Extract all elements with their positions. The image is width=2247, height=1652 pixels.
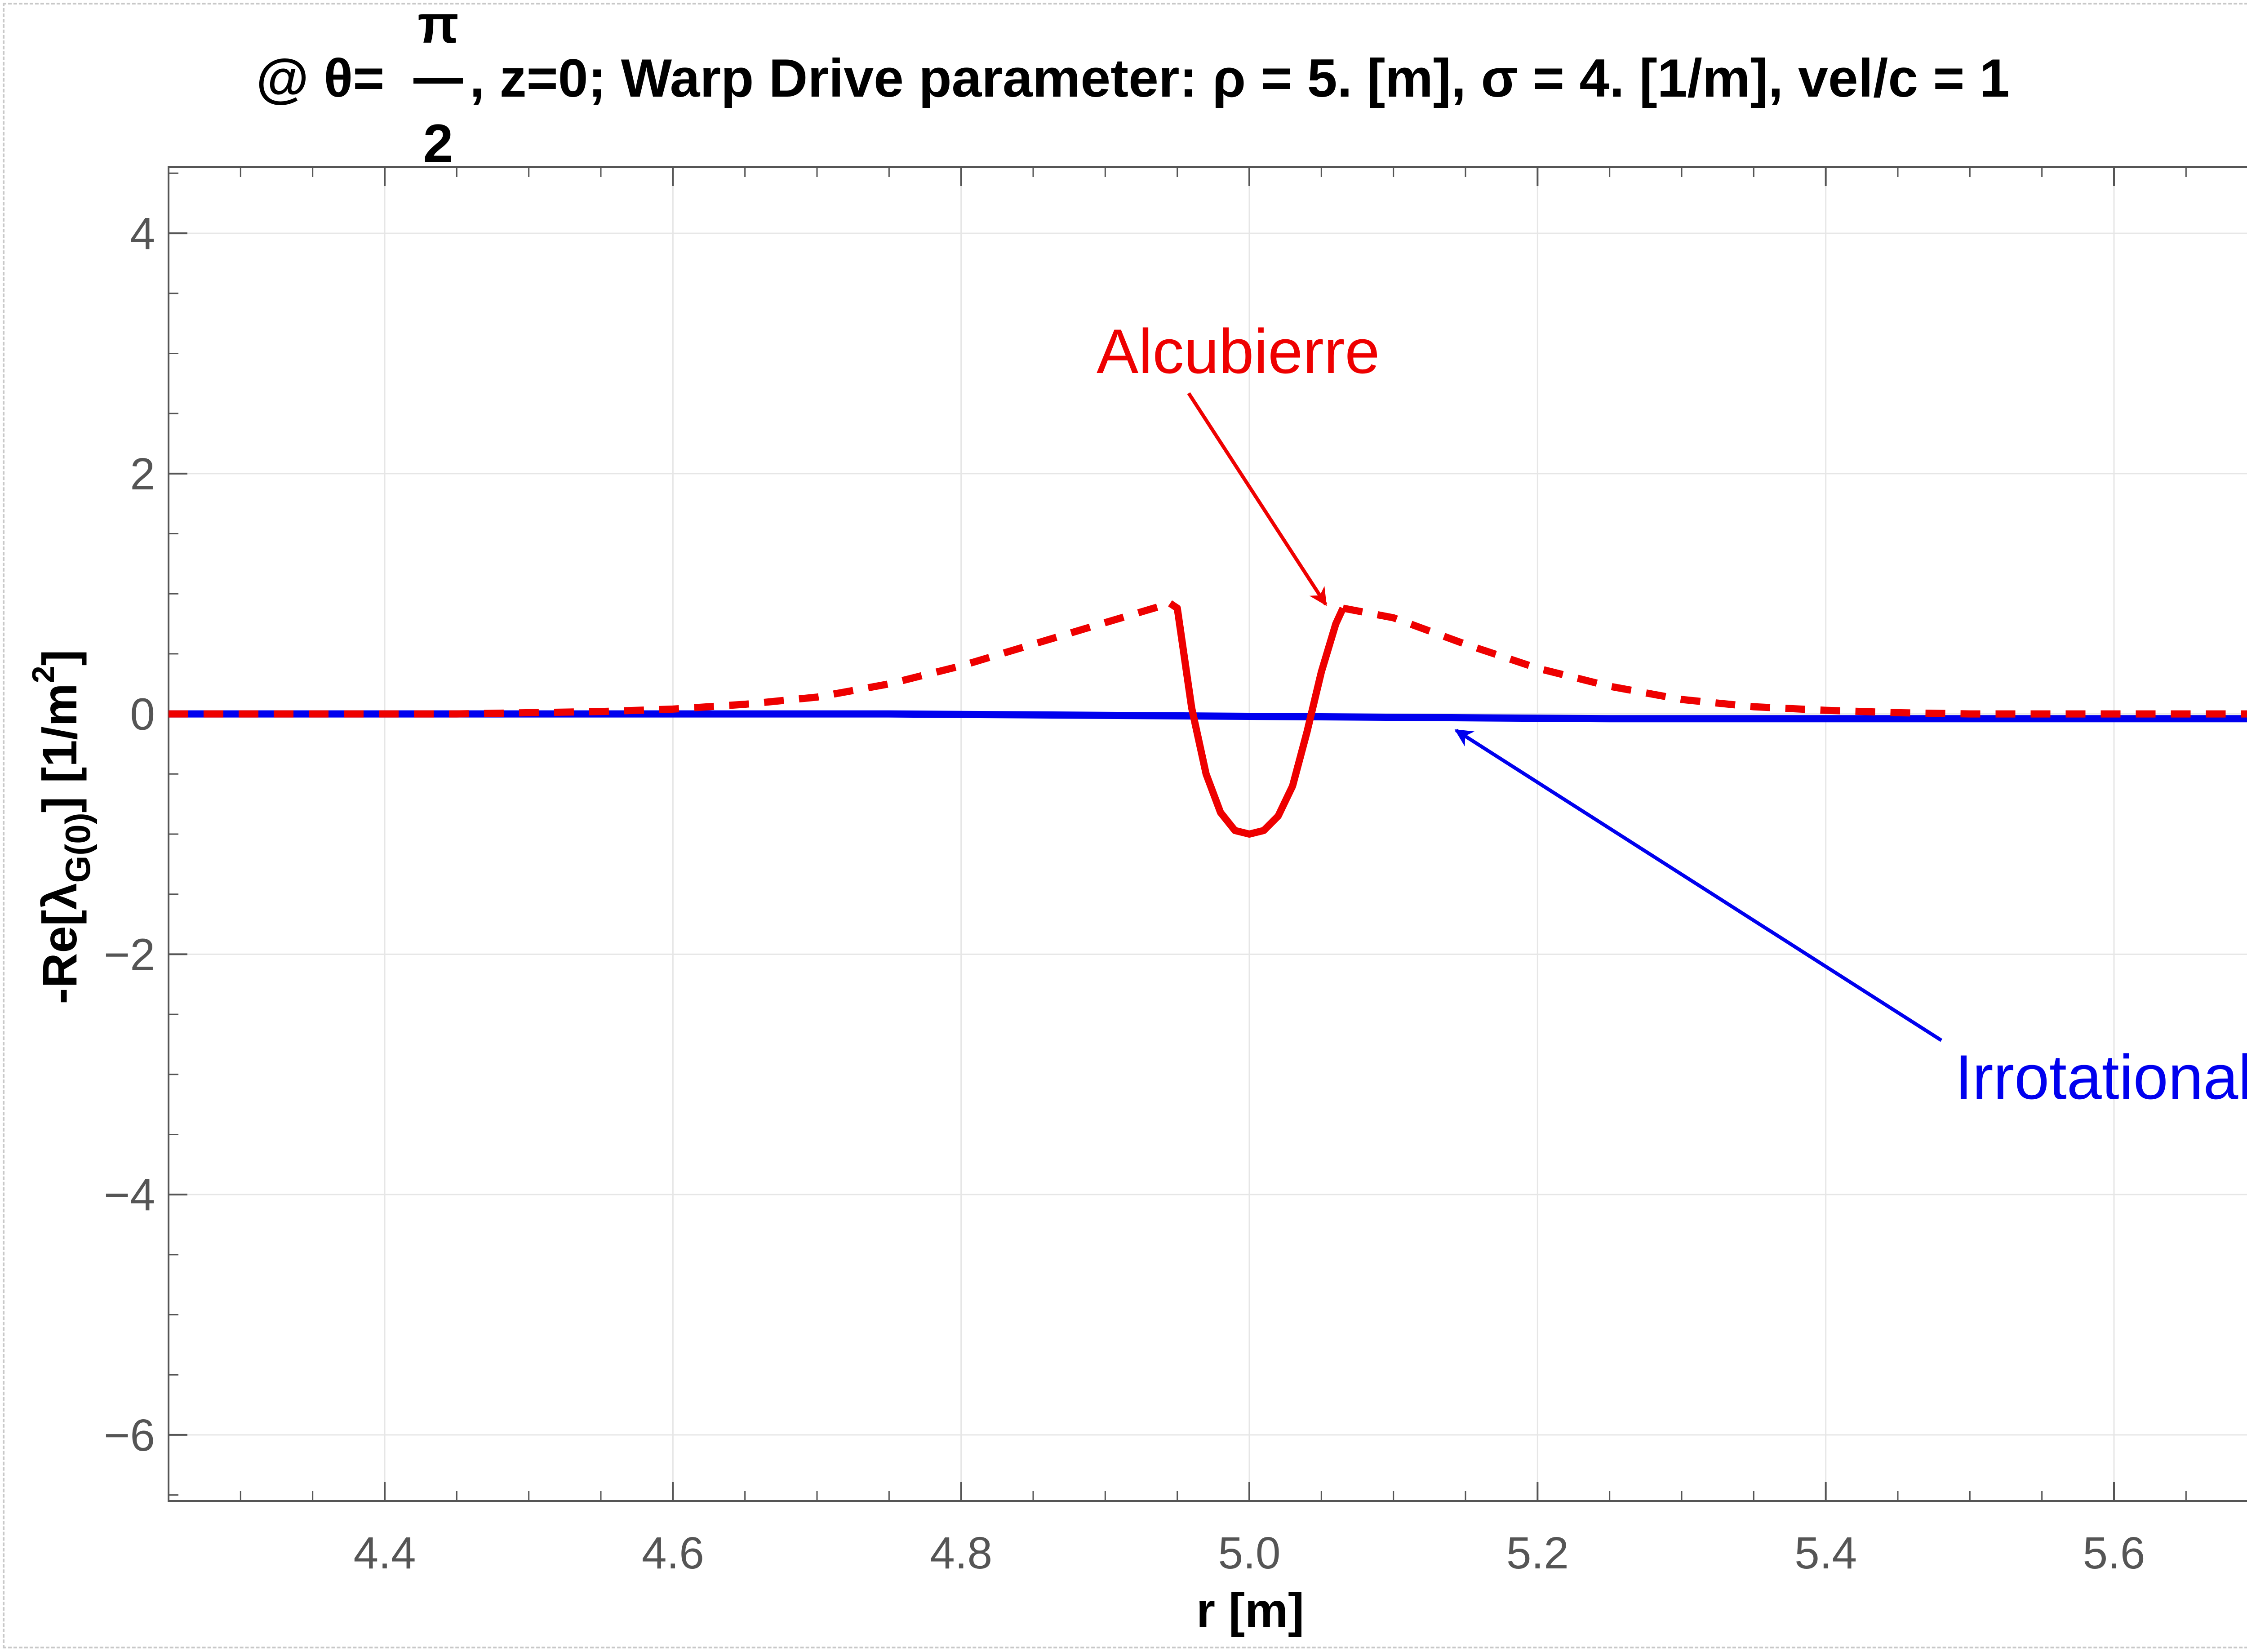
y-tick-label: −6 <box>104 1410 155 1461</box>
title-prefix: @ θ= <box>256 48 384 108</box>
title-fraction-numerator: π <box>417 0 459 54</box>
x-tick-label: 4.8 <box>930 1528 992 1578</box>
x-tick-label: 5.0 <box>1218 1528 1280 1578</box>
title-fraction-denominator: 2 <box>423 113 453 173</box>
annotation-alcubierre: Alcubierre <box>1097 316 1380 386</box>
x-tick-label: 4.4 <box>353 1528 416 1578</box>
chart-title: @ θ= π 2 , z=0; Warp Drive parameter: ρ … <box>256 0 2010 173</box>
y-tick-label: 2 <box>130 449 155 499</box>
x-tick-label: 5.2 <box>1506 1528 1569 1578</box>
x-tick-label: 4.6 <box>642 1528 704 1578</box>
axis-ticks <box>168 167 2187 1501</box>
x-axis-title: r [m] <box>1196 1583 1304 1637</box>
series <box>169 600 2247 838</box>
y-axis-title: -Re[λG(0)] [1/m2] <box>26 649 98 1004</box>
x-tick-label: 5.4 <box>1794 1528 1857 1578</box>
x-tick-labels: 4.4 4.6 4.8 5.0 5.2 5.4 5.6 <box>353 1528 2145 1578</box>
y-tick-label: −4 <box>104 1170 155 1220</box>
y-axis-title-sub: G(0) <box>58 813 98 883</box>
y-axis-title-mid: ] [1/m <box>32 683 87 813</box>
x-tick-label: 5.6 <box>2083 1528 2145 1578</box>
y-axis-title-sup: 2 <box>26 666 61 683</box>
annotation-irrotational: Irrotational <box>1955 1042 2247 1112</box>
series-line-alcubierre-core <box>1168 600 1346 838</box>
y-axis-title-end: ] <box>32 649 87 666</box>
y-tick-labels: 4 2 0 −2 −4 −6 <box>104 209 155 1461</box>
y-tick-label: −2 <box>104 929 155 980</box>
annotation-arrow-irrotational <box>1454 728 1943 1042</box>
y-tick-label: 0 <box>130 689 155 740</box>
annotation-arrow-alcubierre <box>1187 392 1328 606</box>
y-axis-title-main: -Re[λ <box>32 883 87 1004</box>
chart-frame <box>3 3 2247 1648</box>
title-suffix: , z=0; Warp Drive parameter: ρ = 5. [m],… <box>470 48 2010 108</box>
y-tick-label: 4 <box>130 209 155 259</box>
series-line-alcubierre-right <box>1342 604 2247 718</box>
series-line-alcubierre-left <box>169 600 1171 718</box>
